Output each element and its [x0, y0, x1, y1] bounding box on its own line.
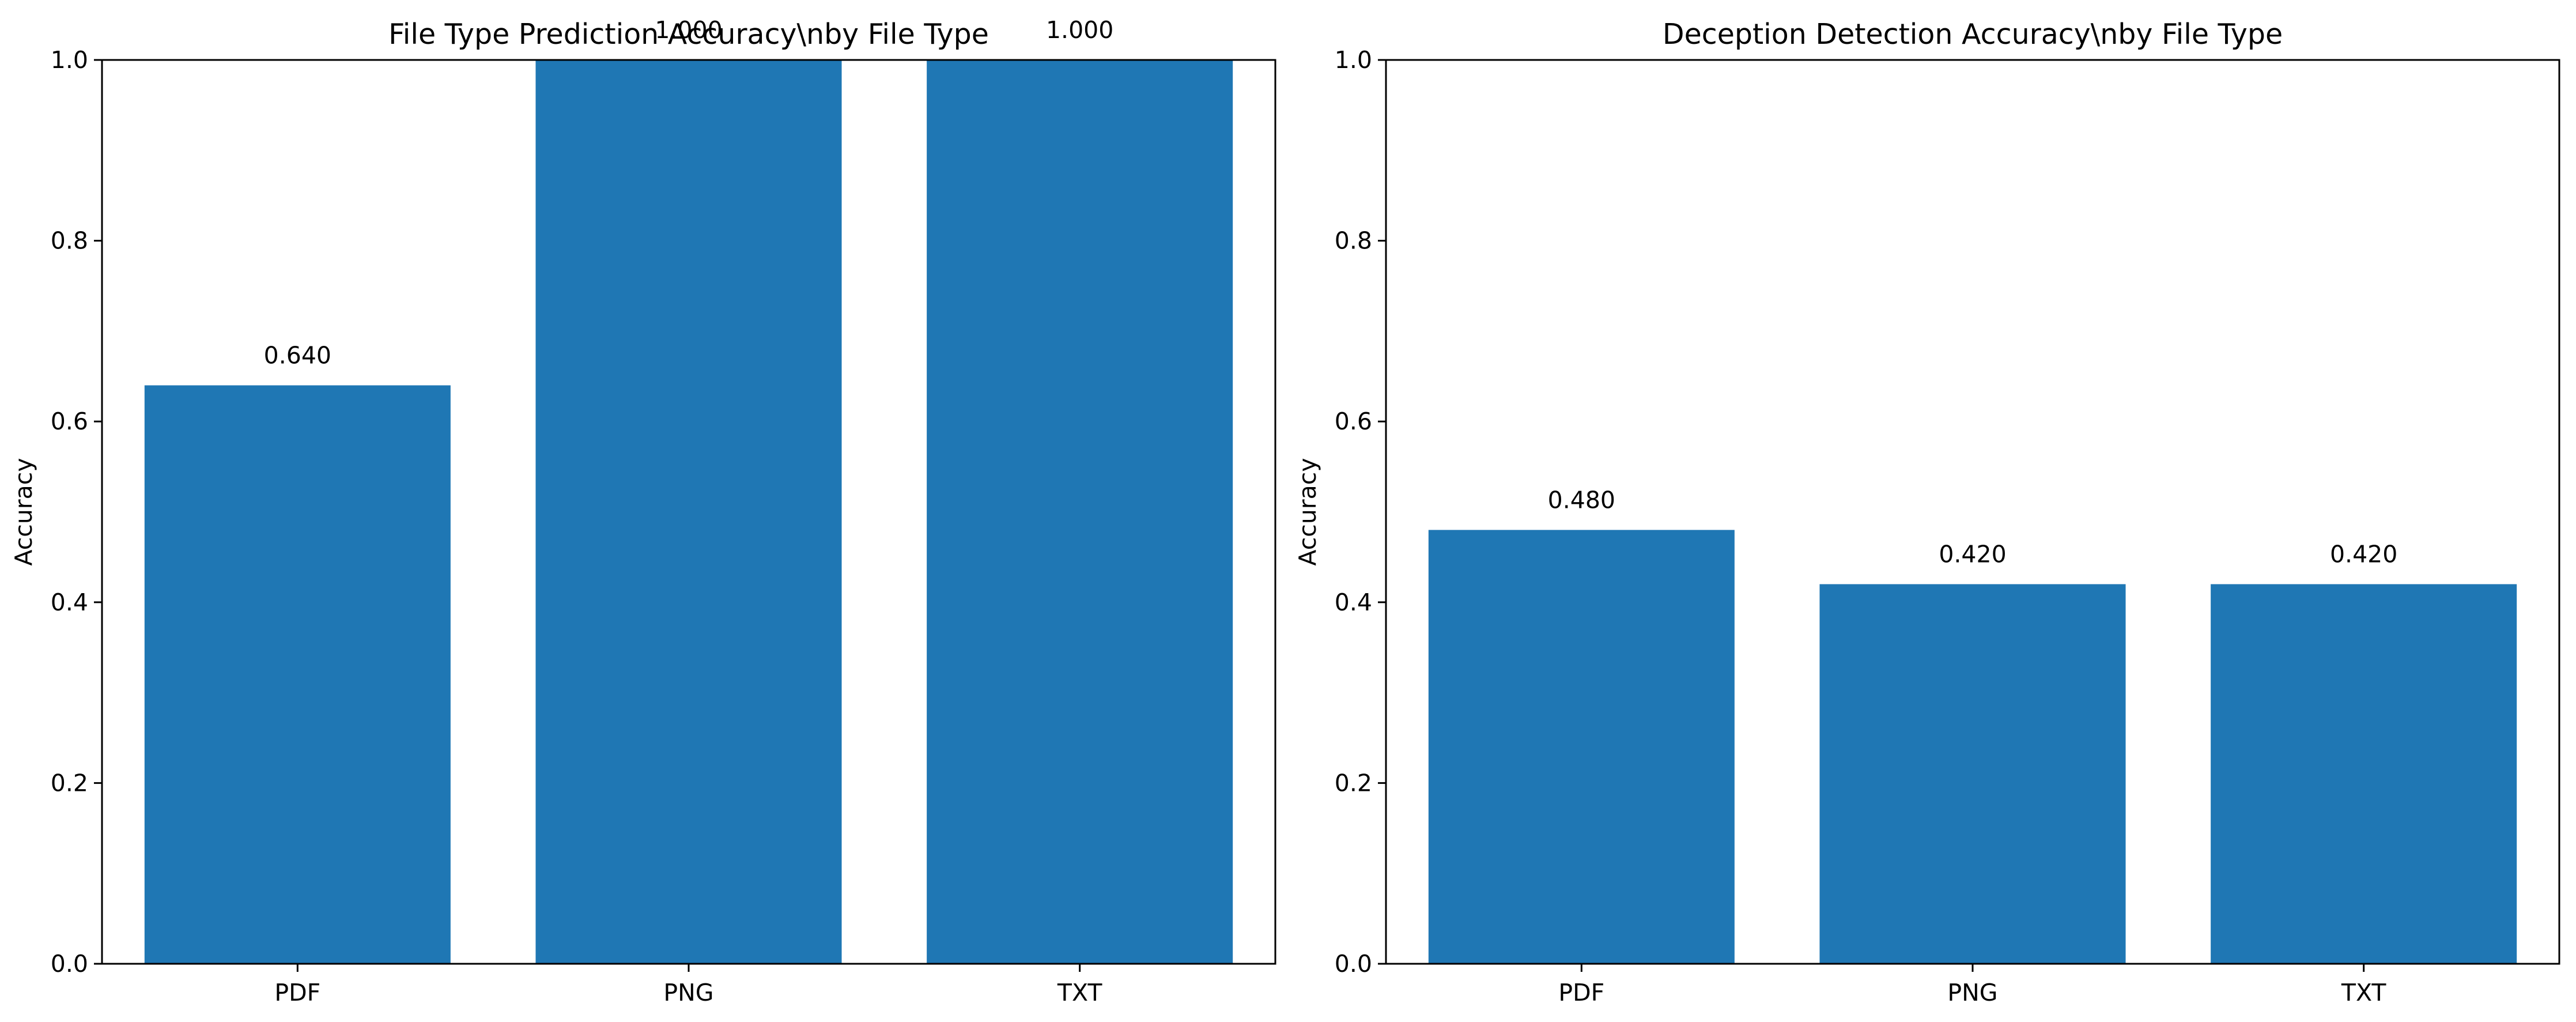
chart-deception-detection: Deception Detection Accuracy\nby File Ty… — [1294, 18, 2560, 1006]
bar-png — [1819, 584, 2126, 964]
bar-png — [535, 60, 842, 964]
y-axis-label: Accuracy — [1294, 458, 1321, 565]
data-label-pdf: 0.640 — [264, 341, 331, 369]
y-tick-label: 0.0 — [51, 950, 88, 978]
y-ticks: 0.0 0.2 0.4 0.6 0.8 1.0 — [51, 46, 102, 978]
y-tick-label: 0.8 — [51, 227, 88, 255]
x-tick-label: TXT — [1057, 979, 1102, 1006]
plot-frame — [1385, 59, 2560, 965]
y-tick-label: 0.6 — [1335, 408, 1372, 435]
x-ticks: PDF PNG TXT — [274, 964, 1102, 1006]
y-tick-label: 0.2 — [1335, 769, 1372, 797]
bar-txt — [927, 60, 1233, 964]
chart-title: File Type Prediction Accuracy\nby File T… — [388, 18, 989, 51]
chart-title: Deception Detection Accuracy\nby File Ty… — [1663, 18, 2283, 51]
data-label-txt: 1.000 — [1046, 16, 1113, 44]
y-tick-label: 0.6 — [51, 408, 88, 435]
y-ticks: 0.0 0.2 0.4 0.6 0.8 1.0 — [1335, 46, 1386, 978]
y-tick-label: 0.0 — [1335, 950, 1372, 978]
x-tick-label: TXT — [2341, 979, 2386, 1006]
plot-frame — [101, 59, 1276, 965]
y-tick-label: 0.4 — [51, 589, 88, 616]
bar-pdf — [144, 385, 451, 964]
data-label-txt: 0.420 — [2330, 540, 2397, 568]
y-axis-label: Accuracy — [10, 458, 37, 565]
y-tick-label: 0.4 — [1335, 589, 1372, 616]
chart-file-type-prediction: File Type Prediction Accuracy\nby File T… — [10, 16, 1276, 1006]
bar-pdf — [1428, 530, 1735, 964]
data-label-png: 0.420 — [1939, 540, 2006, 568]
data-label-pdf: 0.480 — [1548, 486, 1615, 514]
x-tick-label: PNG — [1947, 979, 1997, 1006]
x-ticks: PDF PNG TXT — [1558, 964, 2386, 1006]
y-tick-label: 0.2 — [51, 769, 88, 797]
x-tick-label: PDF — [274, 979, 320, 1006]
y-tick-label: 1.0 — [51, 46, 88, 74]
x-tick-label: PDF — [1558, 979, 1604, 1006]
y-tick-label: 0.8 — [1335, 227, 1372, 255]
y-tick-label: 1.0 — [1335, 46, 1372, 74]
bar-group: 0.480 0.420 0.420 — [1428, 486, 2517, 964]
bar-group: 0.640 1.000 1.000 — [144, 16, 1233, 964]
data-label-png: 1.000 — [655, 16, 722, 44]
x-tick-label: PNG — [663, 979, 713, 1006]
bar-txt — [2211, 584, 2517, 964]
